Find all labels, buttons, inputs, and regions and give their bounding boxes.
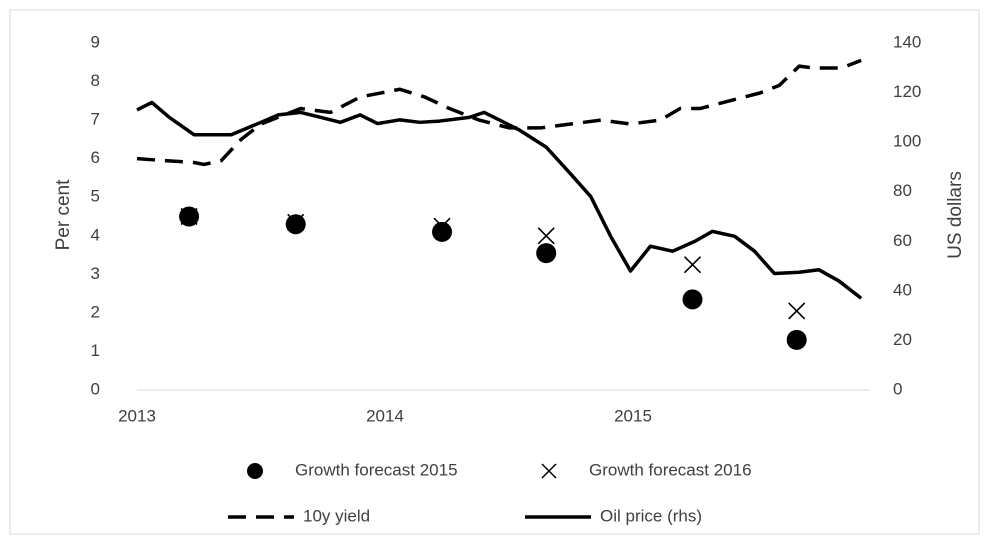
- y-tick-label: 1: [91, 341, 100, 360]
- point: [432, 221, 453, 242]
- y-tick-label: 6: [91, 148, 100, 167]
- point: [537, 227, 555, 245]
- legend-label: 10y yield: [303, 506, 370, 525]
- point: [285, 214, 306, 235]
- y-axis-label: Per cent: [53, 179, 74, 250]
- y-tick-label: 8: [91, 71, 100, 90]
- line: [136, 100, 863, 300]
- y2-tick-label: 140: [893, 32, 921, 51]
- legend-symbol: [541, 463, 557, 479]
- point: [683, 256, 702, 274]
- y2-tick-label: 120: [893, 82, 921, 101]
- chart-border: [9, 9, 980, 535]
- y-tick-label: 3: [91, 264, 100, 283]
- point: [180, 207, 198, 226]
- legend-symbol: [247, 463, 263, 479]
- y2-axis-label: US dollars: [945, 171, 966, 259]
- point: [433, 217, 451, 235]
- legend-label: Oil price (rhs): [600, 506, 702, 525]
- y2-tick-label: 100: [893, 132, 921, 151]
- y-tick-label: 0: [91, 379, 100, 398]
- legend-label: Growth forecast 2016: [589, 460, 752, 479]
- x-tick-label: 2014: [366, 406, 404, 425]
- y-tick-label: 9: [91, 32, 100, 51]
- y2-tick-label: 20: [893, 330, 912, 349]
- y-tick-label: 2: [91, 302, 100, 321]
- y2-tick-label: 0: [893, 379, 902, 398]
- point: [536, 243, 557, 264]
- y2-tick-label: 80: [893, 181, 912, 200]
- y-tick-label: 5: [91, 187, 100, 206]
- x-tick-label: 2013: [118, 406, 156, 425]
- point: [287, 213, 305, 231]
- y2-tick-label: 40: [893, 280, 912, 299]
- point: [786, 329, 807, 350]
- point: [788, 302, 806, 320]
- point: [682, 289, 703, 310]
- y-tick-label: 4: [91, 225, 100, 244]
- y2-tick-label: 60: [893, 231, 912, 250]
- x-tick-label: 2015: [614, 406, 652, 425]
- line: [136, 58, 862, 167]
- y-tick-label: 7: [91, 110, 100, 129]
- legend-label: Growth forecast 2015: [295, 460, 458, 479]
